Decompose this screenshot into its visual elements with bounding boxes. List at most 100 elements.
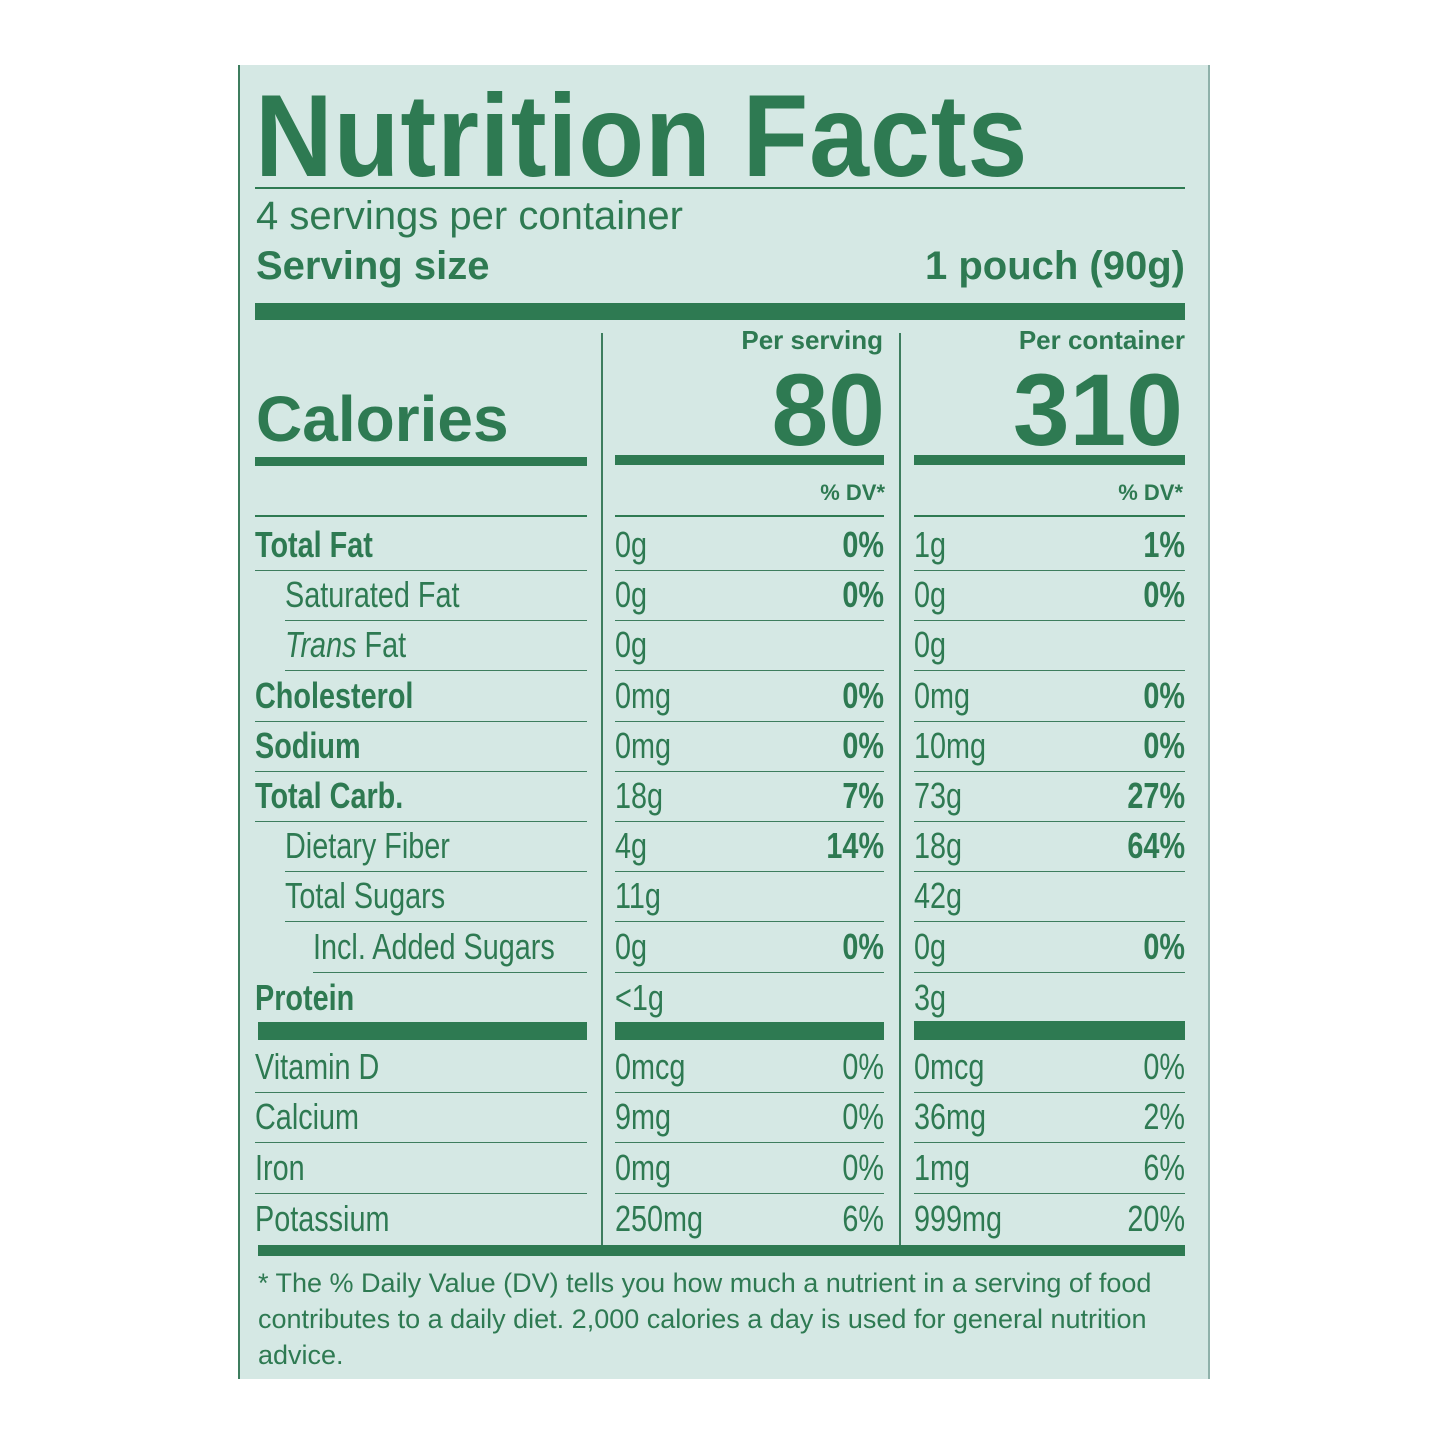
nutrient-container-cell: 10mg 0%: [914, 722, 1185, 772]
nutrient-row: Total Carb. 18g 7% 73g 27%: [0, 772, 1445, 822]
amount: 10mg: [914, 724, 987, 766]
nutrient-serving-cell: 9mg 0%: [615, 1093, 884, 1144]
amount: 0g: [615, 574, 648, 616]
nutrient-name: Dietary Fiber: [285, 825, 450, 867]
amount: 0g: [615, 925, 648, 967]
nutrient-serving-cell: 0g 0%: [615, 571, 884, 622]
nutrient-name-text: Total Carb.: [255, 775, 404, 816]
nutrient-container-cell: 999mg 20%: [914, 1194, 1185, 1244]
amount: 0g: [615, 524, 648, 565]
nutrient-serving-cell: 0g: [615, 621, 884, 672]
footnote: * The % Daily Value (DV) tells you how m…: [258, 1268, 1152, 1370]
thick-divider: [255, 303, 1185, 320]
divider: [255, 187, 1185, 189]
percent-dv: 0%: [842, 1146, 884, 1188]
nutrient-name-text: Protein: [255, 976, 355, 1018]
calories-per-container: 310: [1012, 353, 1183, 467]
nutrient-name-text: Iron: [255, 1146, 305, 1188]
nutrient-name-text: Sodium: [255, 724, 361, 766]
nutrient-serving-cell: <1g: [615, 973, 884, 1023]
amount: 0mcg: [615, 1046, 686, 1087]
nutrient-name: Saturated Fat: [285, 574, 460, 616]
percent-dv: 0%: [1143, 674, 1185, 716]
nutrient-name-cell: Protein: [255, 973, 587, 1023]
calories-label: Calories: [256, 383, 509, 455]
servings-per-container: 4 servings per container: [256, 194, 683, 238]
nutrient-name-text: Incl. Added Sugars: [313, 925, 555, 967]
amount: 1g: [914, 524, 947, 565]
label-panel: [238, 65, 1210, 1379]
column-divider: [899, 333, 901, 1245]
percent-dv: 0%: [842, 925, 884, 967]
nutrient-name: Vitamin D: [255, 1046, 379, 1088]
nutrient-row: Calcium 9mg 0% 36mg 2%: [0, 1093, 1445, 1144]
nutrient-serving-cell: 0mg 0%: [615, 722, 884, 772]
nutrient-row: Sodium 0mg 0% 10mg 0%: [0, 722, 1445, 772]
amount: 0g: [615, 624, 648, 666]
nutrient-name: Cholesterol: [255, 675, 413, 717]
nutrient-name: Calcium: [255, 1096, 359, 1138]
amount: <1g: [615, 976, 664, 1018]
nutrient-row: Cholesterol 0mg 0% 0mg 0%: [0, 672, 1445, 722]
amount: 0mg: [615, 724, 672, 766]
thick-divider: [914, 1021, 1185, 1040]
nutrient-name-text: Dietary Fiber: [285, 825, 450, 867]
nutrient-name-text: Vitamin D: [255, 1046, 380, 1087]
nutrient-name-text: Potassium: [255, 1197, 390, 1239]
dv-header: % DV*: [820, 480, 885, 505]
percent-dv: 6%: [1143, 1146, 1185, 1188]
nutrient-container-cell: 73g 27%: [914, 772, 1185, 822]
amount: 73g: [914, 775, 963, 816]
nutrient-name-cell: Potassium: [255, 1194, 587, 1244]
amount: 18g: [914, 825, 963, 867]
nutrient-name-cell: Total Fat: [255, 521, 587, 571]
nutrient-name-cell: Sodium: [255, 722, 587, 772]
percent-dv: 0%: [842, 674, 884, 716]
amount: 4g: [615, 825, 648, 867]
nutrient-name: Sodium: [255, 725, 361, 767]
amount: 3g: [914, 976, 947, 1018]
percent-dv: 0%: [1143, 724, 1185, 766]
nutrient-name-cell: Dietary Fiber: [285, 822, 587, 873]
amount: 250mg: [615, 1197, 704, 1239]
percent-dv: 14%: [826, 825, 884, 867]
amount: 36mg: [914, 1096, 987, 1138]
nutrient-name: Trans Fat: [285, 624, 406, 666]
percent-dv: 0%: [1143, 1046, 1185, 1087]
percent-dv: 0%: [842, 574, 884, 616]
nutrient-name-text: Saturated Fat: [285, 574, 460, 616]
percent-dv: 0%: [842, 1046, 884, 1087]
nutrient-name-cell: Cholesterol: [255, 672, 587, 722]
nutrient-name: Total Sugars: [285, 875, 445, 917]
amount: 42g: [914, 875, 963, 917]
nutrient-container-cell: 42g: [914, 872, 1185, 923]
nutrient-container-cell: 0mg 0%: [914, 672, 1185, 722]
nutrient-row: Vitamin D 0mcg 0% 0mcg 0%: [0, 1043, 1445, 1093]
nutrient-name-text: Calcium: [255, 1096, 360, 1138]
nutrient-name: Total Fat: [255, 524, 373, 566]
amount: 0mg: [914, 674, 971, 716]
nutrient-name-text: Total Fat: [255, 524, 373, 565]
percent-dv: 0%: [842, 724, 884, 766]
amount: 0g: [914, 624, 947, 666]
thick-divider: [255, 457, 587, 466]
nutrient-container-cell: 1mg 6%: [914, 1144, 1185, 1194]
per-container-header: Per container: [1018, 325, 1185, 355]
percent-dv: 0%: [842, 524, 884, 565]
nutrient-serving-cell: 0mcg 0%: [615, 1043, 884, 1093]
nutrient-row: Iron 0mg 0% 1mg 6%: [0, 1144, 1445, 1194]
serving-size-label: Serving size: [256, 244, 490, 288]
nutrient-serving-cell: 0g 0%: [615, 923, 884, 973]
nutrient-name-cell: Incl. Added Sugars: [313, 923, 587, 973]
thick-divider: [914, 455, 1185, 465]
nutrient-serving-cell: 0g 0%: [615, 521, 884, 571]
column-divider: [601, 333, 603, 1245]
nutrient-name-italic: Trans: [285, 624, 357, 666]
nutrient-container-cell: 0g 0%: [914, 923, 1185, 973]
percent-dv: 0%: [1143, 574, 1185, 616]
nutrient-serving-cell: 0mg 0%: [615, 672, 884, 722]
nutrient-name-cell: Trans Fat: [285, 621, 587, 672]
nutrient-row: Total Sugars 11g 42g: [0, 872, 1445, 923]
nutrient-name-cell: Vitamin D: [255, 1043, 587, 1093]
nutrient-row: Saturated Fat 0g 0% 0g 0%: [0, 571, 1445, 622]
